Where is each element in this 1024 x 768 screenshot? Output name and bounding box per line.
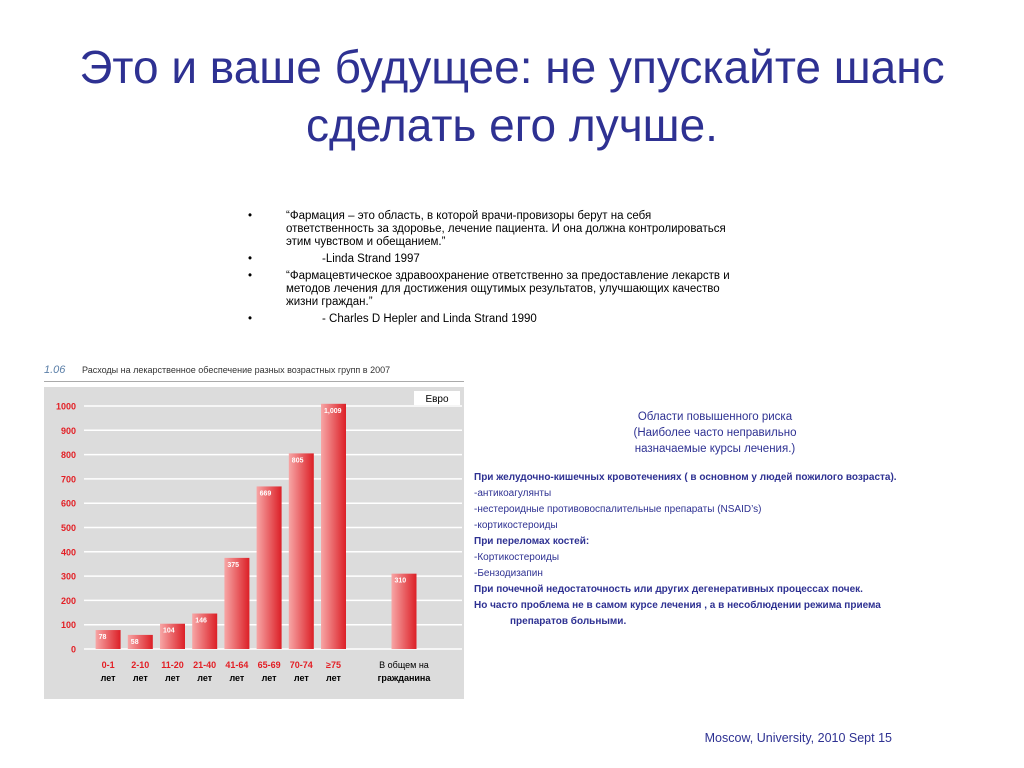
x-tick-sublabel: лет xyxy=(133,673,148,683)
quote-list: “Фармация – это область, в которой врачи… xyxy=(248,210,738,330)
risk-item-nsaids: -нестероидные противовоспалительные преп… xyxy=(474,504,762,515)
bar-value-label: 146 xyxy=(195,618,207,625)
risk-item-corticosteroids-2: -Кортикостероиды xyxy=(474,552,560,563)
slide-footer: Moscow, University, 2010 Sept 15 xyxy=(704,731,892,745)
quote-strand-text: “Фармация – это область, в которой врачи… xyxy=(248,210,738,249)
x-tick-label: 0-1 xyxy=(102,660,115,670)
x-tick-sublabel: лет xyxy=(326,673,341,683)
bar-value-label: 310 xyxy=(395,578,407,585)
x-tick-sublabel: лет xyxy=(197,673,212,683)
bar xyxy=(321,403,346,649)
x-tick-sublabel: гражданина xyxy=(378,673,432,683)
bar-value-label: 1,009 xyxy=(324,408,342,415)
chart-title: Расходы на лекарственное обеспечение раз… xyxy=(82,365,391,375)
x-tick-label: 65-69 xyxy=(258,660,281,670)
x-tick-label: 70-74 xyxy=(290,660,313,670)
bar-value-label: 58 xyxy=(131,639,139,646)
risk-item-anticoagulants: -антикоагулянты xyxy=(474,488,552,499)
y-tick-label: 400 xyxy=(61,547,76,557)
y-tick-label: 500 xyxy=(61,523,76,533)
slide-title: Это и ваше будущее: не упускайте шанс сд… xyxy=(79,41,945,151)
risk-bone-fractures: При переломах костей: xyxy=(474,536,590,547)
y-tick-label: 1000 xyxy=(56,402,76,412)
risk-list: При желудочно-кишечных кровотечениях ( в… xyxy=(474,470,994,630)
risk-heading-line-1: Области повышенного риска xyxy=(637,411,793,423)
risk-areas-heading: Области повышенного риска (Наиболее част… xyxy=(520,409,910,457)
x-tick-sublabel: лет xyxy=(165,673,180,683)
chart-figure-number: 1.06 xyxy=(44,364,66,376)
risk-compliance-note: Но часто проблема не в самом курсе лечен… xyxy=(474,600,881,611)
x-tick-sublabel: лет xyxy=(262,673,277,683)
y-tick-label: 200 xyxy=(61,596,76,606)
risk-renal-failure: При почечной недостаточность или других … xyxy=(474,584,863,595)
risk-heading-line-2: (Наиболее часто неправильно xyxy=(633,427,797,439)
x-tick-sublabel: лет xyxy=(294,673,309,683)
x-tick-label: 11-20 xyxy=(161,660,184,670)
y-axis-ticks: 0 100 200 300 400 500 600 700 800 900 1000 xyxy=(56,402,76,655)
risk-compliance-note-cont: препаратов больными. xyxy=(510,616,627,627)
x-axis-labels: 0-1 лет 2-10 лет 11-20 лет 21-40 лет 41-64 лет 65-… xyxy=(101,660,432,683)
y-tick-label: 800 xyxy=(61,450,76,460)
bar xyxy=(391,573,417,649)
bar xyxy=(160,623,185,649)
bar xyxy=(256,486,282,649)
x-tick-label: В общем на xyxy=(379,660,429,670)
unit-label-box xyxy=(414,391,460,405)
risk-item-corticosteroids: -кортикостероиды xyxy=(474,520,558,531)
y-tick-label: 300 xyxy=(61,572,76,582)
bar xyxy=(288,453,314,649)
bar-chart: 0 100 200 300 400 500 600 700 800 900 1000 78 58 104… xyxy=(44,387,464,699)
chart-bars: 78 58 104 146 375 669 805 1,009 310 xyxy=(95,403,417,649)
y-tick-label: 900 xyxy=(61,426,76,436)
x-tick-sublabel: лет xyxy=(101,673,116,683)
y-tick-label: 700 xyxy=(61,474,76,484)
x-tick-sublabel: лет xyxy=(229,673,244,683)
chart-unit-label: Евро xyxy=(425,394,449,405)
bar-value-label: 375 xyxy=(227,562,239,569)
bar-value-label: 104 xyxy=(163,628,175,635)
chart-title-divider xyxy=(44,381,464,382)
bar xyxy=(95,630,121,649)
bar-value-label: 805 xyxy=(292,457,304,464)
quote-hepler-attribution: - Charles D Hepler and Linda Strand 1990 xyxy=(248,313,738,326)
chart-background xyxy=(44,387,464,699)
quote-strand-attribution: -Linda Strand 1997 xyxy=(248,253,738,266)
chart-header: 1.06 Расходы на лекарственное обеспечени… xyxy=(44,364,464,380)
x-tick-label: 41-64 xyxy=(225,660,248,670)
risk-heading-line-3: назначаемые курсы лечения.) xyxy=(634,443,796,455)
bar-value-label: 669 xyxy=(260,490,272,497)
risk-gi-bleeding: При желудочно-кишечных кровотечениях ( в… xyxy=(474,472,897,483)
y-tick-label: 100 xyxy=(61,620,76,630)
x-tick-label: 21-40 xyxy=(193,660,216,670)
x-tick-label: ≥75 xyxy=(326,660,341,670)
bar xyxy=(127,634,153,649)
x-tick-label: 2-10 xyxy=(131,660,149,670)
quote-hepler-text: “Фармацевтическое здравоохранение ответс… xyxy=(248,270,738,309)
bar-value-label: 78 xyxy=(99,634,107,641)
y-tick-label: 0 xyxy=(71,645,76,655)
bar xyxy=(192,613,218,649)
y-tick-label: 600 xyxy=(61,499,76,509)
bar xyxy=(224,557,250,649)
risk-item-benzodiazepine: -Бензодизапин xyxy=(474,568,543,579)
